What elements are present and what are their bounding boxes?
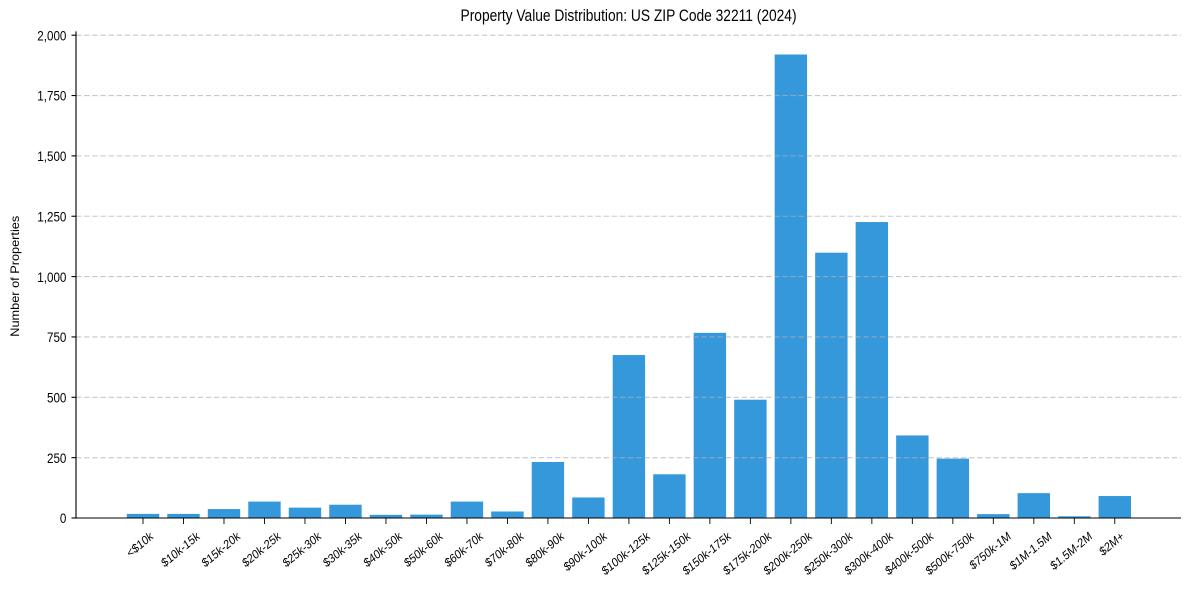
svg-text:1,500: 1,500	[37, 148, 66, 164]
svg-text:1,000: 1,000	[37, 269, 66, 285]
svg-text:500: 500	[47, 390, 66, 406]
svg-text:Number of Properties: Number of Properties	[8, 216, 22, 337]
svg-text:750: 750	[47, 329, 66, 345]
svg-text:250: 250	[47, 450, 66, 466]
svg-text:2,000: 2,000	[37, 27, 66, 43]
svg-text:0: 0	[60, 510, 66, 526]
svg-text:1,250: 1,250	[37, 208, 66, 224]
svg-text:Property Value Distribution: U: Property Value Distribution: US ZIP Code…	[461, 7, 797, 25]
svg-text:1,750: 1,750	[37, 88, 66, 104]
